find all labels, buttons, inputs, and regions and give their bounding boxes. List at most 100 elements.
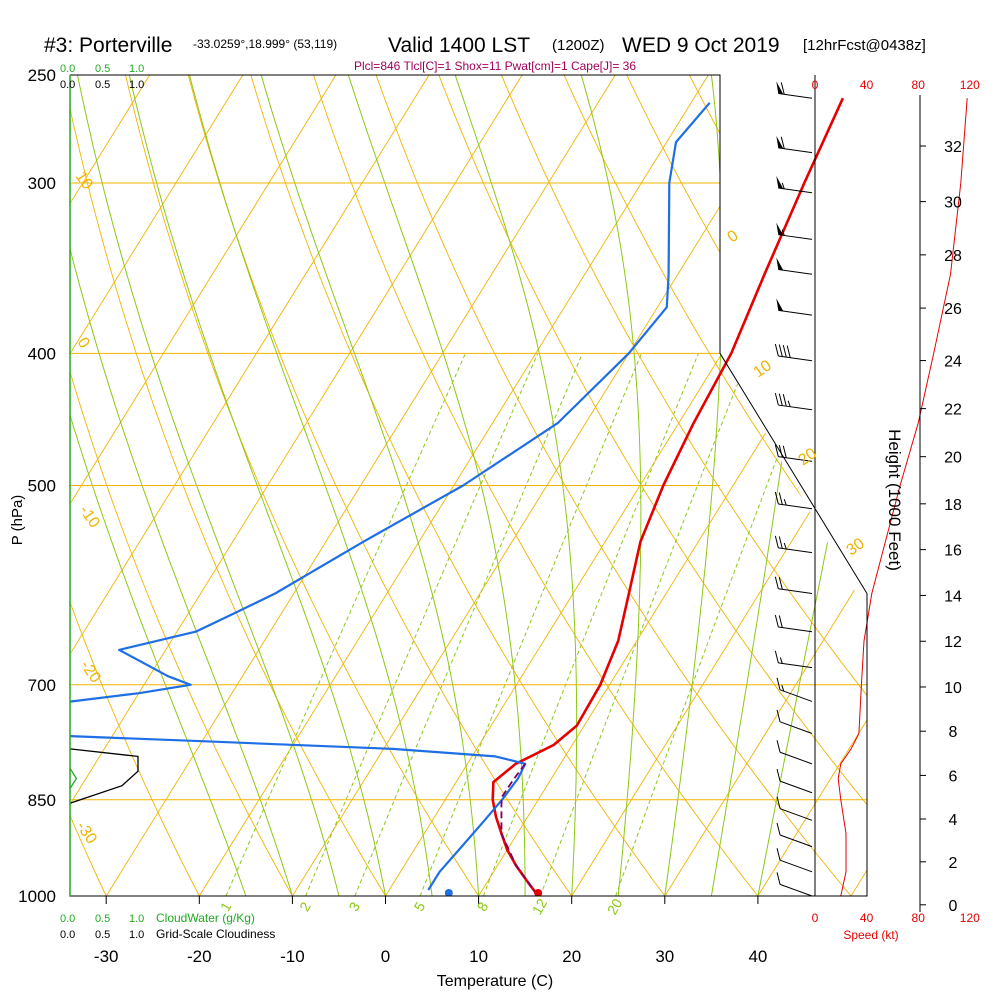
dry-adiabat-line [429,75,867,896]
speed-tick-bottom: 40 [860,911,874,925]
mixing-ratio-label: 3 [345,899,363,914]
x-tick-label: 30 [655,947,674,966]
cl-tick-2-top: 1.0 [129,79,144,91]
barb-pennant [776,257,784,271]
x-tick-label: -10 [280,947,305,966]
barb-flag [778,492,783,505]
moist-adiabat-line [757,75,867,896]
barb-staff [779,721,813,734]
cloudwater-profile [70,767,78,789]
height-tick-label: 6 [949,768,958,785]
dry-adiabat-label: 0 [725,227,742,246]
wind-barb [776,677,813,702]
mixing-ratio-line [305,353,539,896]
moist-adiabat-line [189,75,433,896]
barb-staff [779,780,813,794]
barb-staff [779,751,813,765]
barb-staff [778,187,813,194]
cloudwater-label: CloudWater (g/Kg) [156,911,255,925]
barb-flag [776,677,781,690]
wind-barbs [774,81,813,897]
surface-dewpoint-dot [444,889,453,896]
height-tick-label: 8 [949,724,958,741]
wind-barb [774,535,813,554]
moist-adiabat-line [347,75,526,896]
dry-adiabat-label: 0 [74,335,93,352]
barb-staff [778,355,813,362]
x-tick-label: -30 [94,947,119,966]
barb-flag [776,768,781,782]
wind-barb [776,740,813,765]
wind-barb [776,257,813,275]
speed-tick-top: 40 [860,78,874,92]
wind-barb [776,709,813,734]
wind-barb [776,872,813,897]
wind-barb [774,491,813,510]
wind-barb [776,848,813,873]
mixing-ratio-line [482,353,699,896]
dry-adiabat-label: -10 [76,503,103,532]
height-tick-label: 26 [944,301,962,318]
p-tick-label: 400 [28,344,56,363]
speed-tick-bottom: 0 [812,911,819,925]
height-tick-label: 16 [944,543,962,560]
p-tick-label: 850 [28,791,56,810]
barb-staff [779,808,813,821]
dry-adiabat-line [491,75,867,896]
wind-barb [776,796,813,821]
thermo-grid [0,51,867,925]
barb-staff [779,834,813,848]
dry-adiabat-line [0,51,26,925]
isotherm-line [664,75,867,896]
wind-barb [774,392,813,411]
moist-adiabat-line [580,75,642,896]
dry-adiabat-line [862,75,867,896]
wind-barb [776,222,813,240]
cl-tick-0-top: 0.0 [60,79,75,91]
dry-adiabat-label: 10 [72,169,96,193]
x-tick-label: 10 [469,947,488,966]
barb-staff [778,147,813,154]
isotherm-line [757,75,867,896]
wind-barb [774,576,813,594]
cw-tick-0-top: 0.0 [60,63,75,75]
coords-label: -33.0259°,18.999° (53,119) [193,37,337,51]
barb-half-flag [779,657,783,664]
barb-staff [778,662,813,669]
dry-adiabat-label: -20 [77,658,104,687]
dry-adiabat-label: -30 [73,819,100,848]
params-line: Plcl=846 Tlcl[C]=1 Shox=11 Pwat[cm]=1 Ca… [354,59,636,73]
cw-tick-1-bottom: 0.5 [95,913,110,925]
barb-half-flag [783,498,787,506]
barb-flag [778,344,783,357]
speed-tick-top: 80 [912,78,926,92]
barb-flag [778,536,783,549]
barb-staff [778,547,813,554]
mixing-ratio-label: 12 [529,896,551,918]
mixing-ratio-line [225,353,466,896]
wind-barb [774,343,813,362]
moist-adiabat-line [70,75,293,896]
barb-pennant [776,298,784,312]
dry-adiabat-line [552,75,867,896]
barb-staff [778,503,813,510]
y-axis-label: P (hPa) [9,495,26,546]
temperature-profile [491,97,845,896]
barb-flag [776,796,781,809]
barb-flag [786,345,791,358]
forecast-label: [12hrFcst@0438z] [803,37,926,54]
p-tick-label: 700 [28,676,56,695]
x-tick-label: 20 [562,947,581,966]
barb-pennant [776,222,784,236]
p-tick-label: 500 [28,477,56,496]
dry-adiabat-line [676,75,867,896]
cloud-legend: 0.0 0.5 1.0 0.0 0.5 1.0 0.0 0.5 1.0 Clou… [60,63,275,941]
mixing-ratio-line [354,353,583,896]
barb-flag [782,344,787,358]
barb-flag [780,82,785,95]
surface-temperature-dot [534,889,543,896]
barb-flag [780,136,785,149]
header: #3: Porterville -33.0259°,18.999° (53,11… [44,34,926,57]
barb-half-flag [787,400,791,407]
